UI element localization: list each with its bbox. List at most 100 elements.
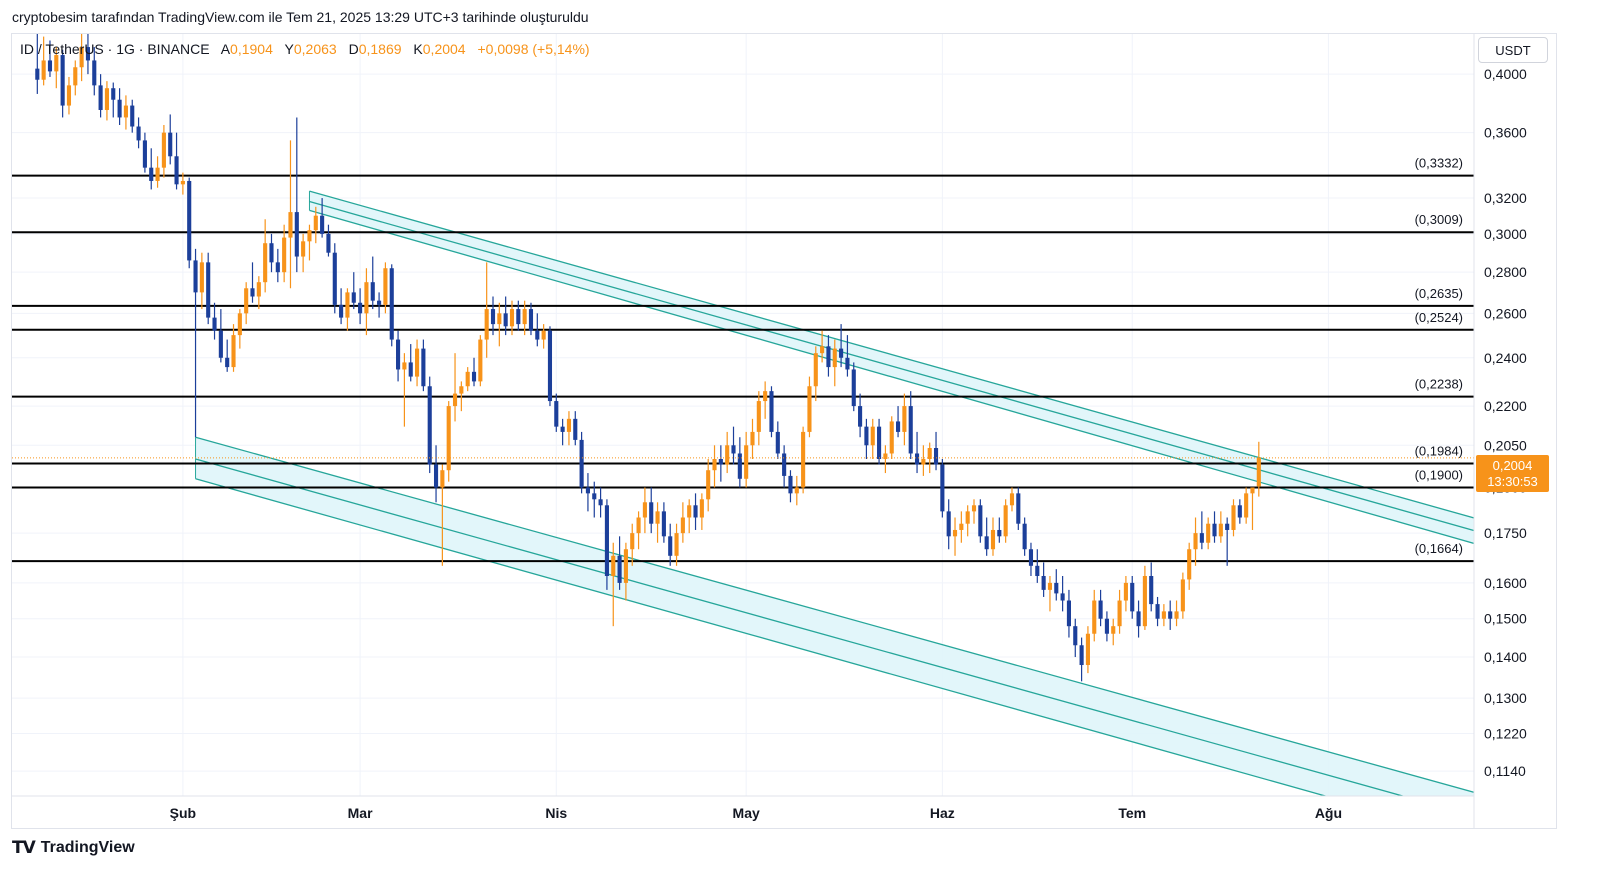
y-tick-label: 0,3200 xyxy=(1484,190,1527,206)
candle-body xyxy=(161,132,166,168)
candle-body xyxy=(560,426,565,432)
candle-body xyxy=(155,167,160,181)
candle-body xyxy=(1066,600,1072,627)
candle-body xyxy=(35,68,40,80)
level-label: (0,2635) xyxy=(1415,286,1463,301)
candle-body xyxy=(459,386,464,394)
candle-body xyxy=(737,453,742,479)
candle-body xyxy=(1003,505,1008,537)
candle-body xyxy=(1047,582,1053,590)
channel-fill-upper xyxy=(309,191,1474,544)
candle-body xyxy=(693,505,698,518)
candle-body xyxy=(149,167,154,181)
candle-body xyxy=(1193,533,1198,550)
candle-body xyxy=(566,418,572,432)
candle-body xyxy=(744,445,749,479)
candle-body xyxy=(807,386,812,432)
symbol-name: ID / TetherUS · 1G · BINANCE xyxy=(20,41,210,57)
candle-body xyxy=(478,339,483,382)
candle-body xyxy=(104,88,109,110)
candle-body xyxy=(1250,487,1255,494)
candle-body xyxy=(187,180,192,261)
candle-body xyxy=(604,505,609,576)
y-tick-label: 0,1500 xyxy=(1484,611,1527,627)
candle-body xyxy=(1256,457,1261,487)
candle-body xyxy=(225,357,230,368)
level-label: (0,3332) xyxy=(1415,156,1463,171)
candle-body xyxy=(111,88,116,100)
channel-line-lower-2 xyxy=(195,478,1328,796)
y-tick-label: 0,1140 xyxy=(1484,763,1526,779)
candle-body xyxy=(490,309,496,325)
candle-body xyxy=(877,426,882,460)
candle-body xyxy=(636,517,641,534)
grid-lines xyxy=(12,34,1474,796)
y-tick-label: 0,1220 xyxy=(1484,725,1527,741)
candle-body xyxy=(377,300,382,305)
candle-body xyxy=(1104,618,1109,634)
candle-body xyxy=(617,555,622,583)
candle-body xyxy=(940,464,945,512)
candle-body xyxy=(465,371,470,387)
candle-body xyxy=(1237,505,1242,518)
candles xyxy=(35,34,1261,682)
candle-body xyxy=(889,421,894,454)
currency-button[interactable]: USDT xyxy=(1478,37,1548,63)
candle-body xyxy=(509,309,515,327)
tradingview-logo[interactable]: 𝗧𝗩 TradingView xyxy=(12,838,135,858)
candle-body xyxy=(168,132,173,157)
candle-body xyxy=(218,330,223,358)
candle-body xyxy=(79,47,84,68)
candle-body xyxy=(1079,645,1084,666)
candle-body xyxy=(946,511,951,537)
candle-body xyxy=(1225,523,1230,530)
candle-body xyxy=(282,237,287,273)
open-value: 0,1904 xyxy=(230,41,273,57)
candle-body xyxy=(630,533,635,550)
candle-body xyxy=(130,105,135,127)
candle-body xyxy=(914,453,920,465)
channel-line-upper-1 xyxy=(309,200,1474,532)
y-tick-label: 0,2050 xyxy=(1484,437,1527,453)
candle-body xyxy=(782,453,787,476)
candle-body xyxy=(642,502,647,518)
candle-body xyxy=(142,140,147,168)
candle-body xyxy=(522,309,527,325)
candle-body xyxy=(452,393,458,407)
candle-body xyxy=(427,386,432,465)
candle-body xyxy=(433,464,439,488)
candle-body xyxy=(288,212,293,238)
candle-body xyxy=(408,362,413,377)
candle-body xyxy=(750,431,755,446)
candle-body xyxy=(1142,575,1147,627)
y-tick-label: 0,3600 xyxy=(1484,125,1527,141)
candle-body xyxy=(1022,523,1027,550)
candle-body xyxy=(269,243,274,263)
candle-body xyxy=(1123,582,1128,601)
candle-body xyxy=(446,406,451,471)
candle-body xyxy=(471,371,477,382)
candle-body xyxy=(712,459,717,471)
candle-body xyxy=(997,529,1002,537)
candle-body xyxy=(54,55,59,72)
candle-body xyxy=(370,282,375,301)
x-tick-label: Şub xyxy=(170,805,196,821)
candle-body xyxy=(731,445,736,454)
channel-fill-lower xyxy=(195,437,1474,796)
candle-body xyxy=(592,493,597,500)
candle-body xyxy=(396,339,401,370)
x-tick-label: Ağu xyxy=(1315,805,1342,821)
candle-body xyxy=(699,499,704,518)
close-label: K xyxy=(413,41,423,57)
candle-body xyxy=(98,85,103,110)
channel-line-upper-2 xyxy=(309,209,1474,545)
candle-body xyxy=(554,401,559,427)
candle-body xyxy=(307,230,312,242)
last-price-value: 0,2004 xyxy=(1492,457,1533,473)
candle-body xyxy=(984,536,989,550)
candle-body xyxy=(237,313,242,336)
candle-body xyxy=(661,511,666,537)
y-tick-label: 0,1400 xyxy=(1484,649,1527,665)
candle-body xyxy=(1161,611,1166,619)
